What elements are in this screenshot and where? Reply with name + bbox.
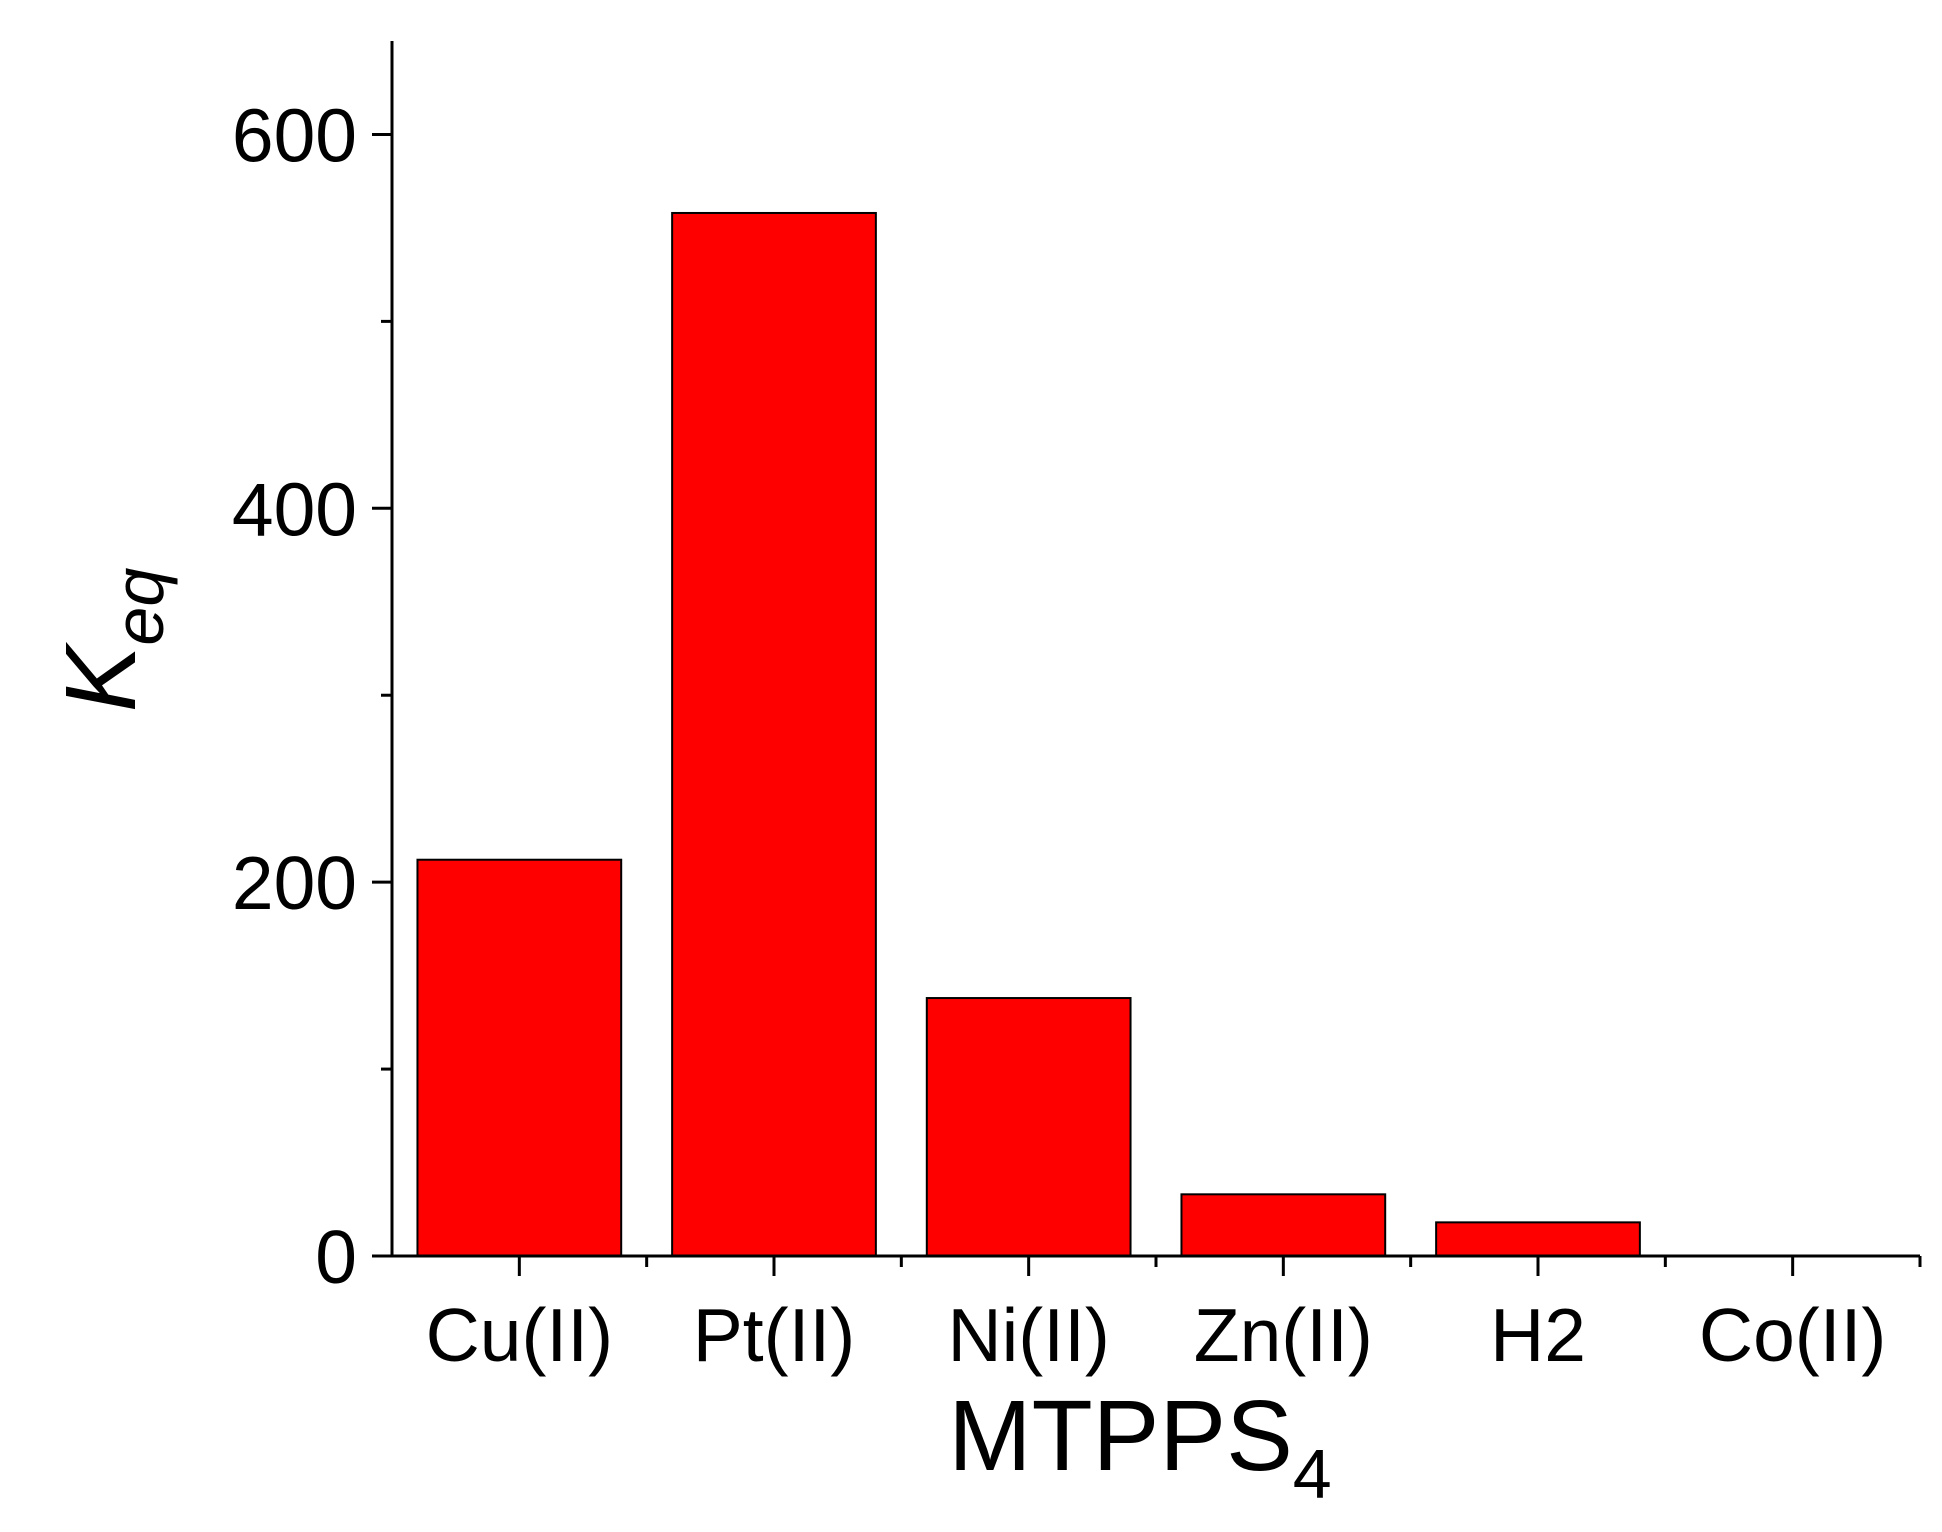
bar <box>671 211 877 1257</box>
y-axis-label-main: K <box>45 641 157 712</box>
x-tick-label: Pt(II) <box>693 1293 856 1377</box>
x-tick-label: Ni(II) <box>947 1293 1109 1377</box>
x-axis-label: MTPPS4 <box>948 1380 1331 1513</box>
y-tick-label: 0 <box>315 1215 357 1299</box>
x-tick-label: H2 <box>1490 1293 1586 1377</box>
bar <box>925 997 1132 1257</box>
y-tick-label: 600 <box>232 93 357 177</box>
x-tick-label: Cu(II) <box>426 1293 614 1377</box>
x-tick-label: Zn(II) <box>1194 1293 1373 1377</box>
x-axis-label-subscript: 4 <box>1293 1435 1332 1513</box>
y-axis-label: Keq <box>45 568 178 713</box>
bar <box>1435 1221 1641 1258</box>
x-axis-label-main: MTPPS <box>948 1380 1292 1492</box>
y-tick-label: 400 <box>232 467 357 551</box>
bar <box>416 858 623 1257</box>
y-axis-label-subscript: eq <box>100 568 178 646</box>
bar <box>1180 1193 1387 1258</box>
x-tick-label: Co(II) <box>1699 1293 1887 1377</box>
y-tick-label: 200 <box>232 841 357 925</box>
